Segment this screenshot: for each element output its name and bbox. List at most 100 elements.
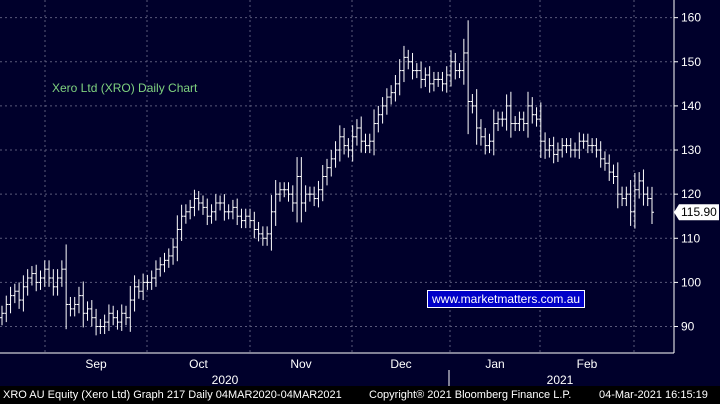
ohlc-bar xyxy=(538,102,543,158)
ohlc-bar xyxy=(620,186,625,207)
ohlc-bar xyxy=(590,138,595,154)
y-tick-label: 160 xyxy=(681,11,701,25)
ohlc-bar xyxy=(491,109,496,156)
ohlc-bar xyxy=(543,132,548,159)
ohlc-bar xyxy=(162,252,167,273)
ohlc-bar xyxy=(581,133,586,149)
ohlc-bar xyxy=(145,274,150,290)
footer-copyright: Copyright® 2021 Bloomberg Finance L.P. xyxy=(369,389,572,401)
ohlc-bar xyxy=(573,142,578,158)
ohlc-bar xyxy=(230,199,235,220)
ohlc-bar xyxy=(141,273,146,301)
ohlc-bar xyxy=(419,61,424,89)
ohlc-bar xyxy=(269,195,274,251)
ohlc-bar xyxy=(34,264,39,292)
ohlc-bar xyxy=(632,172,637,229)
ohlc-bar xyxy=(295,157,300,223)
ohlc-bar xyxy=(21,275,26,312)
ohlc-bar xyxy=(252,211,257,239)
footer-security-info: XRO AU Equity (Xero Ltd) Graph 217 Daily… xyxy=(3,389,342,401)
ohlc-bar xyxy=(534,107,539,127)
ohlc-bar xyxy=(299,157,304,223)
ohlc-bar xyxy=(282,182,287,198)
footer-bar: XRO AU Equity (Xero Ltd) Graph 217 Daily… xyxy=(0,386,720,404)
ohlc-bar xyxy=(205,198,210,226)
ohlc-bar xyxy=(64,244,69,330)
ohlc-bar xyxy=(517,111,522,132)
ohlc-bar xyxy=(397,59,402,96)
ohlc-bar xyxy=(431,71,436,92)
ohlc-bar xyxy=(4,295,9,323)
ohlc-bar xyxy=(98,319,103,335)
ohlc-bar xyxy=(414,63,419,79)
ohlc-bar xyxy=(218,195,223,211)
ohlc-bar xyxy=(42,260,47,287)
ohlc-bar xyxy=(504,94,509,131)
ohlc-bar xyxy=(453,52,458,80)
ohlc-bar xyxy=(17,282,22,309)
ohlc-bar xyxy=(0,305,4,326)
ohlc-bar xyxy=(25,269,30,296)
ohlc-bar xyxy=(265,226,270,246)
ohlc-bar xyxy=(239,208,244,229)
ohlc-bar xyxy=(171,238,176,265)
y-tick-label: 110 xyxy=(681,231,700,245)
ohlc-bar xyxy=(175,215,180,262)
ohlc-bar xyxy=(55,269,60,296)
y-tick-label: 130 xyxy=(681,143,701,157)
ohlc-bar xyxy=(76,286,81,314)
ohlc-bar xyxy=(389,85,394,105)
ohlc-bar xyxy=(607,154,612,181)
ohlc-bar xyxy=(624,186,629,207)
ohlc-bar xyxy=(470,93,475,114)
ohlc-bar xyxy=(483,127,488,155)
ohlc-bar xyxy=(158,257,163,277)
ohlc-bar xyxy=(380,97,385,124)
ohlc-bar xyxy=(235,198,240,226)
x-month-label: Nov xyxy=(290,357,311,371)
ohlc-bar xyxy=(196,191,201,211)
ohlc-bar xyxy=(119,304,124,331)
ohlc-bar xyxy=(59,260,64,287)
ohlc-bar xyxy=(650,186,654,224)
ohlc-bar xyxy=(106,304,111,331)
ohlc-bar xyxy=(560,138,565,158)
ohlc-bar xyxy=(346,138,351,158)
ohlc-bar xyxy=(136,279,141,299)
ohlc-bar xyxy=(29,266,34,286)
ohlc-bar xyxy=(115,310,120,330)
ohlc-bar xyxy=(376,105,381,133)
y-tick-label: 100 xyxy=(681,275,701,289)
ohlc-bar xyxy=(273,180,278,226)
last-price-label: 115.90 xyxy=(681,205,717,219)
ohlc-bar xyxy=(277,182,282,202)
ohlc-bar xyxy=(333,141,338,168)
ohlc-bar xyxy=(551,136,556,164)
last-price-box xyxy=(674,204,719,221)
x-year-label: 2020 xyxy=(212,373,239,386)
watermark-link[interactable]: www.marketmatters.com.au xyxy=(427,290,586,308)
ohlc-bar xyxy=(213,194,218,221)
ohlc-bar xyxy=(320,165,325,202)
ohlc-bar xyxy=(89,300,94,327)
y-tick-label: 120 xyxy=(681,187,701,201)
ohlc-bar xyxy=(312,186,317,207)
ohlc-bar xyxy=(166,248,171,268)
ohlc-bar xyxy=(568,138,573,158)
ohlc-bar xyxy=(436,71,441,87)
ohlc-bar xyxy=(615,162,620,209)
ohlc-bar xyxy=(38,270,43,290)
ohlc-bar xyxy=(260,226,265,246)
ohlc-bar xyxy=(47,260,52,287)
ohlc-bar xyxy=(466,20,471,135)
ohlc-bar xyxy=(256,221,261,242)
ohlc-bar xyxy=(372,109,377,156)
ohlc-bar xyxy=(367,133,372,154)
ohlc-bar xyxy=(363,133,368,154)
ohlc-bar xyxy=(149,270,154,290)
ohlc-bar xyxy=(457,63,462,79)
ohlc-bar xyxy=(406,49,411,70)
ohlc-bar xyxy=(564,138,569,154)
x-month-label: Oct xyxy=(189,357,208,371)
